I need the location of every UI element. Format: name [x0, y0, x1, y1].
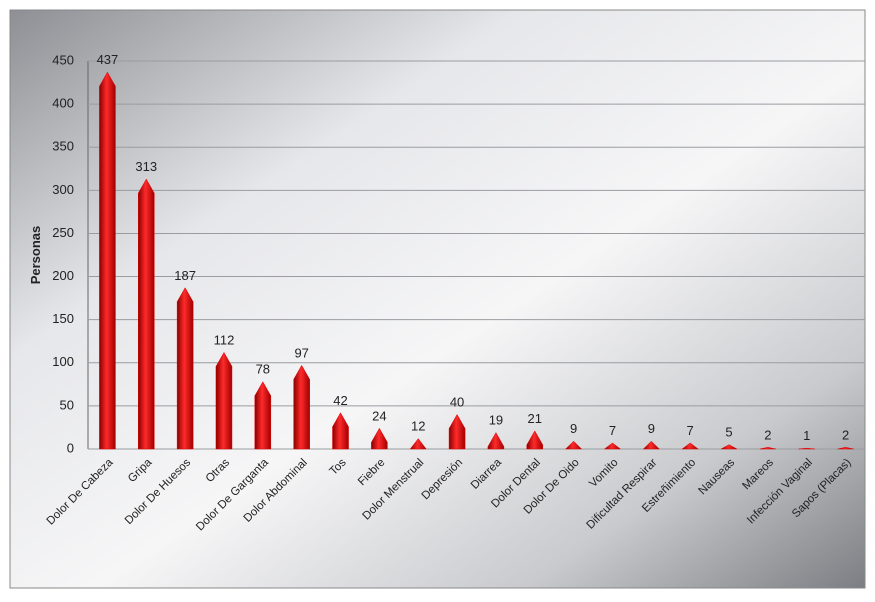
y-tick-label: 200 [52, 268, 74, 283]
value-label: 78 [256, 362, 270, 377]
bar [99, 72, 115, 449]
value-label: 437 [97, 52, 119, 67]
bar [255, 382, 271, 449]
value-label: 1 [803, 428, 810, 443]
value-label: 2 [842, 427, 849, 442]
bar [138, 179, 154, 449]
value-label: 9 [570, 421, 577, 436]
value-label: 9 [648, 421, 655, 436]
value-label: 7 [609, 423, 616, 438]
value-label: 42 [333, 393, 347, 408]
value-label: 12 [411, 419, 425, 434]
value-label: 112 [214, 332, 235, 347]
y-tick-label: 0 [67, 440, 74, 455]
y-tick-label: 400 [52, 96, 74, 111]
y-tick-label: 350 [52, 139, 74, 154]
value-label: 2 [764, 427, 771, 442]
value-label: 187 [174, 268, 196, 283]
y-tick-label: 150 [52, 311, 74, 326]
y-tick-label: 50 [60, 397, 74, 412]
value-label: 24 [372, 408, 386, 423]
y-tick-label: 300 [52, 182, 74, 197]
bar [216, 352, 232, 449]
chart: Personas 050100150200250300350400450Dolo… [0, 0, 875, 597]
value-label: 97 [294, 345, 308, 360]
bar [294, 365, 310, 449]
value-label: 21 [528, 411, 542, 426]
y-tick-label: 100 [52, 354, 74, 369]
value-label: 19 [489, 413, 503, 428]
y-axis-title: Personas [28, 226, 43, 285]
bar [177, 288, 193, 449]
value-label: 7 [687, 423, 694, 438]
y-tick-label: 250 [52, 225, 74, 240]
value-label: 313 [135, 159, 157, 174]
value-label: 40 [450, 395, 464, 410]
value-label: 5 [725, 425, 732, 440]
y-tick-label: 450 [52, 52, 74, 67]
